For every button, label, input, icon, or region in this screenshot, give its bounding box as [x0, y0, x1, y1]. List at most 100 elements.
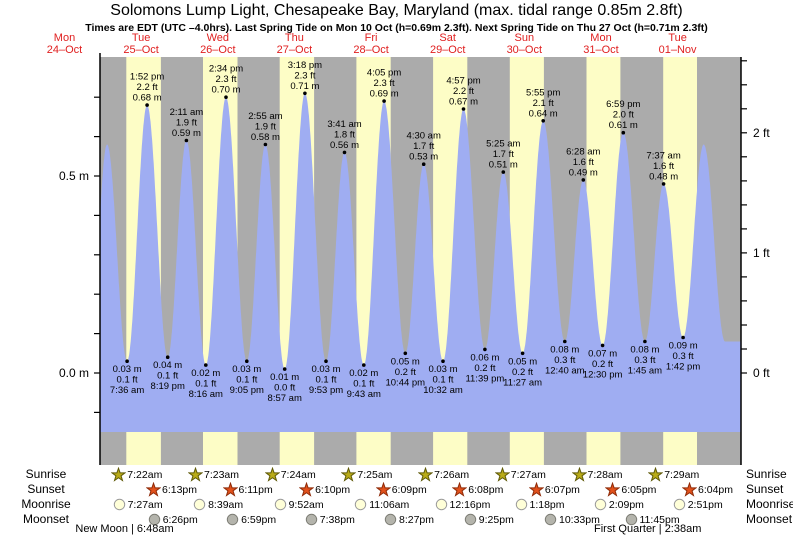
- sunrise-event: 7:25am: [341, 467, 392, 482]
- moonset-icon: [148, 513, 160, 526]
- low-tide-label: 0.06 m: [470, 352, 499, 363]
- sunrise-icon: [111, 467, 127, 482]
- high-tide-label: 2.3 ft: [374, 78, 395, 89]
- low-tide-label: 0.05 m: [508, 356, 537, 367]
- high-tide-dot: [421, 162, 426, 166]
- sunset-event: 6:05pm: [605, 482, 656, 497]
- day-date: 28–Oct: [353, 43, 389, 56]
- sunrise-event: 7:24am: [264, 467, 316, 482]
- high-tide-dot: [145, 103, 149, 107]
- moonrise-icon: [435, 498, 447, 511]
- moonset-icon: [305, 513, 317, 526]
- sunset-event: 6:11pm: [222, 482, 273, 497]
- day-label: Tue 01–Nov: [658, 32, 697, 56]
- sunset-event: 6:07pm: [528, 482, 580, 497]
- sunrise-event: 7:29am: [648, 467, 699, 482]
- sunrise-time: 7:27am: [510, 468, 546, 481]
- moonrise-event: 1:18pm: [514, 497, 565, 512]
- moonrise-time: 11:06am: [369, 498, 410, 511]
- day-label: Tue 25–Oct: [123, 32, 158, 56]
- left-axis-label: 0.0 m: [59, 366, 89, 380]
- high-tide-label: 3:41 am: [327, 119, 361, 130]
- tide-curve: [100, 93, 741, 433]
- sunrise-event: 7:27am: [494, 467, 546, 482]
- moonrise-event: 2:09pm: [593, 497, 644, 512]
- low-tide-dot: [643, 339, 647, 344]
- high-tide-label: 1.9 ft: [176, 118, 197, 129]
- day-date: 01–Nov: [658, 43, 697, 56]
- high-tide-label: 4:05 pm: [367, 68, 401, 79]
- moonrise-time: 8:39am: [208, 498, 244, 511]
- high-tide-label: 2.1 ft: [533, 98, 554, 109]
- low-tide-label: 8:19 pm: [151, 381, 185, 392]
- day-name: Wed: [206, 32, 229, 44]
- sunrise-icon: [264, 467, 280, 482]
- low-tide-label: 0.02 m: [191, 368, 220, 379]
- day-name: Fri: [364, 32, 378, 44]
- sunrise-time: 7:26am: [434, 468, 470, 481]
- moonset-event: 11:45pm: [624, 512, 680, 527]
- moonrise-icon: [193, 498, 206, 511]
- low-tide-dot: [520, 351, 525, 356]
- low-tide-label: 8:16 am: [189, 389, 223, 400]
- low-tide-label: 0.3 ft: [673, 351, 694, 362]
- moonset-row-label-left: Moonset: [22, 512, 70, 526]
- low-tide-label: 9:05 pm: [230, 385, 264, 396]
- moonset-time: 8:27pm: [399, 513, 435, 526]
- day-name: Tue: [668, 32, 687, 44]
- high-tide-label: 2.2 ft: [453, 86, 474, 97]
- sunrise-icon: [648, 467, 664, 482]
- low-tide-label: 12:40 am: [545, 366, 585, 377]
- day-label: Mon 31–Oct: [583, 32, 618, 56]
- low-tide-dot: [125, 359, 129, 364]
- moonrise-time: 7:27am: [127, 498, 163, 511]
- low-tide-label: 0.08 m: [630, 345, 659, 356]
- sunset-time: 6:09pm: [391, 483, 427, 496]
- low-tide-label: 0.3 ft: [634, 355, 655, 366]
- high-tide-label: 3:18 pm: [288, 60, 322, 71]
- moonrise-icon: [673, 498, 685, 511]
- high-tide-label: 1.7 ft: [413, 141, 434, 152]
- high-tide-dot: [661, 182, 666, 186]
- moonset-icon: [384, 513, 397, 526]
- sunrise-time: 7:24am: [280, 468, 316, 481]
- low-tide-dot: [324, 359, 328, 364]
- low-tide-label: 0.2 ft: [512, 367, 533, 378]
- low-tide-label: 11:39 pm: [465, 373, 504, 384]
- day-label: Thu 27–Oct: [276, 32, 313, 56]
- sunrise-icon: [188, 467, 203, 482]
- sunrise-row-label-left: Sunrise: [25, 467, 67, 481]
- low-tide-label: 0.1 ft: [432, 375, 453, 386]
- high-tide-label: 0.68 m: [133, 93, 162, 104]
- day-label: Sun 30–Oct: [507, 32, 542, 56]
- high-tide-label: 1.7 ft: [493, 149, 514, 160]
- high-tide-label: 2.3 ft: [215, 74, 236, 85]
- moonrise-time: 12:16pm: [449, 498, 491, 511]
- high-tide-label: 0.51 m: [489, 160, 518, 171]
- day-date: 24–Oct: [46, 43, 83, 56]
- sunrise-time: 7:22am: [127, 468, 163, 481]
- low-tide-label: 0.01 m: [270, 372, 299, 383]
- moonrise-time: 9:52am: [288, 498, 324, 511]
- high-tide-label: 0.69 m: [370, 89, 399, 100]
- moonrise-event: 8:39am: [192, 497, 243, 512]
- high-tide-dot: [581, 178, 586, 182]
- low-tide-label: 0.07 m: [588, 348, 617, 359]
- moonset-icon: [464, 513, 476, 526]
- high-tide-label: 0.48 m: [649, 171, 678, 182]
- moonrise-row-label-left: Moonrise: [21, 497, 71, 511]
- moonrise-event: 2:51pm: [672, 497, 723, 512]
- sunset-event: 6:09pm: [375, 482, 427, 497]
- low-tide-label: 0.03 m: [428, 364, 457, 375]
- low-tide-dot: [204, 363, 208, 367]
- sunset-time: 6:13pm: [162, 483, 198, 496]
- low-tide-label: 0.02 m: [349, 368, 378, 379]
- low-tide-dot: [483, 347, 487, 352]
- day-date: 27–Oct: [276, 43, 313, 56]
- low-tide-label: 0.2 ft: [395, 367, 416, 378]
- low-tide-dot: [441, 359, 445, 364]
- sunset-time: 6:11pm: [238, 483, 273, 496]
- day-name: Sun: [514, 32, 535, 44]
